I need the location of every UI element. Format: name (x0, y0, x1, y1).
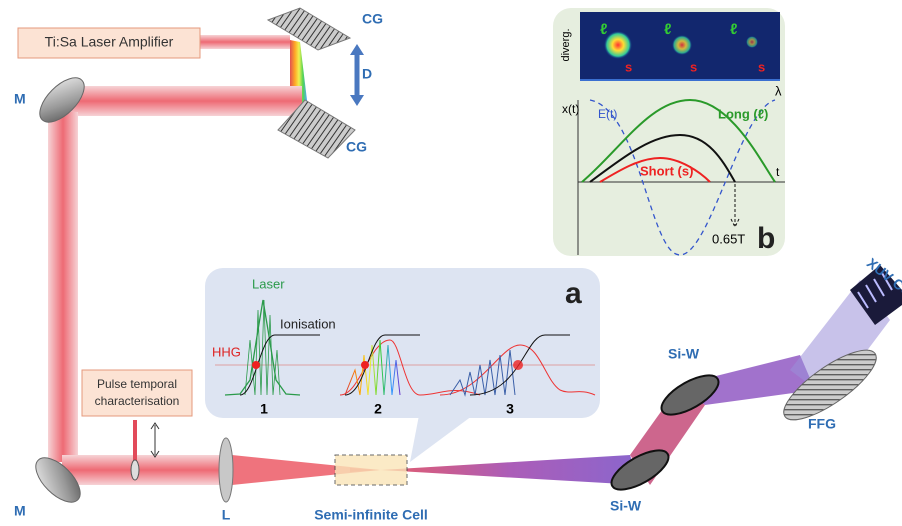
label: Long (ℓ) (718, 106, 768, 121)
lens (219, 438, 233, 502)
setup-diagram: Ti:Sa Laser Amplifier CG CG D M M Pulse … (0, 0, 902, 526)
label: s (625, 59, 632, 74)
label: 2 (374, 401, 382, 417)
label: Si-W (668, 346, 700, 362)
label: b (757, 222, 775, 255)
label: M (14, 91, 26, 107)
label: L (222, 507, 231, 523)
label: λ (775, 83, 782, 98)
label: M (14, 503, 26, 519)
spot (672, 35, 692, 55)
pickoff-beam (133, 420, 137, 465)
spot (604, 31, 632, 59)
hhg-burst (361, 361, 369, 369)
label: Pulse temporal (97, 377, 177, 391)
label: a (565, 277, 582, 310)
label: 1 (260, 401, 268, 417)
label: E(t) (598, 107, 617, 121)
label: CG (362, 11, 383, 27)
beam (62, 86, 302, 116)
beam (62, 455, 232, 485)
label: D (362, 66, 372, 82)
label: 0.65T (712, 231, 745, 246)
spot (746, 36, 758, 48)
label: Laser (252, 276, 285, 291)
label: HHG (212, 344, 241, 359)
label: Short (s) (640, 163, 693, 178)
label: 3 (506, 401, 514, 417)
label: x(t) (562, 102, 579, 116)
label: FFG (808, 416, 836, 432)
pickoff-mirror (131, 460, 139, 480)
label: Si-W (610, 498, 642, 514)
label: Ionisation (280, 316, 336, 331)
label: Ti:Sa Laser Amplifier (45, 34, 174, 50)
label: Semi-infinite Cell (314, 507, 428, 523)
beam (48, 112, 78, 462)
label: ℓ (664, 21, 671, 38)
label: characterisation (95, 394, 180, 408)
hhg-burst (513, 360, 523, 370)
label: ℓ (600, 21, 607, 38)
label: CG (346, 139, 367, 155)
label: ℓ (730, 21, 737, 38)
cell (335, 455, 407, 485)
label: s (690, 59, 697, 74)
label: diverg. (560, 28, 572, 61)
beam (200, 35, 290, 49)
hhg-burst (252, 361, 260, 369)
label: s (758, 59, 765, 74)
